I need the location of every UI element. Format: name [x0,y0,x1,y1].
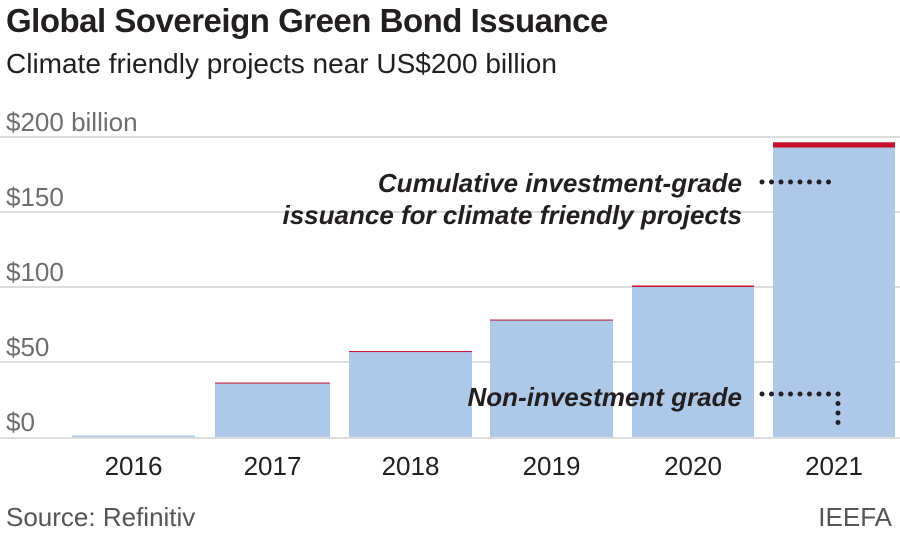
x-tick-label: 2021 [805,451,863,481]
chart-title: Global Sovereign Green Bond Issuance [6,2,608,39]
leader-dots [759,391,841,435]
bar-investment-grade [215,383,330,437]
credit-label: IEEFA [818,502,892,532]
bar-investment-grade [773,147,895,437]
y-tick-label: $150 [6,182,64,212]
x-tick-label: 2019 [523,451,581,481]
bar-non-investment-grade [632,285,754,287]
x-tick-label: 2016 [105,451,163,481]
x-tick-label: 2018 [382,451,440,481]
annotation-investment-grade: issuance for climate friendly projects [283,200,743,230]
bar-investment-grade [72,435,195,437]
bar-investment-grade [349,351,472,437]
chart-subtitle: Climate friendly projects near US$200 bi… [6,48,557,79]
bar-non-investment-grade [773,142,895,148]
y-tick-label: $50 [6,332,49,362]
annotation-investment-grade: Cumulative investment-grade [378,168,742,198]
y-tick-label: $200 billion [6,107,138,137]
bar-investment-grade [490,320,613,437]
y-tick-label: $0 [6,407,35,437]
bar-investment-grade [632,287,754,437]
source-note: Source: Refinitiv [6,502,196,532]
bar-non-investment-grade [490,319,613,321]
bar-non-investment-grade [349,351,472,353]
y-tick-label: $100 [6,257,64,287]
x-tick-label: 2017 [244,451,302,481]
bar-non-investment-grade [215,382,330,384]
annotation-non-investment-grade: Non-investment grade [468,382,743,412]
x-tick-label: 2020 [664,451,722,481]
